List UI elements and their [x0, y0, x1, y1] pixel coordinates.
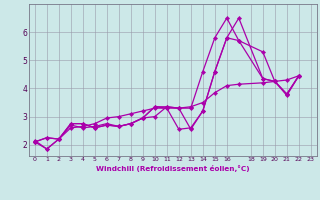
X-axis label: Windchill (Refroidissement éolien,°C): Windchill (Refroidissement éolien,°C): [96, 165, 250, 172]
